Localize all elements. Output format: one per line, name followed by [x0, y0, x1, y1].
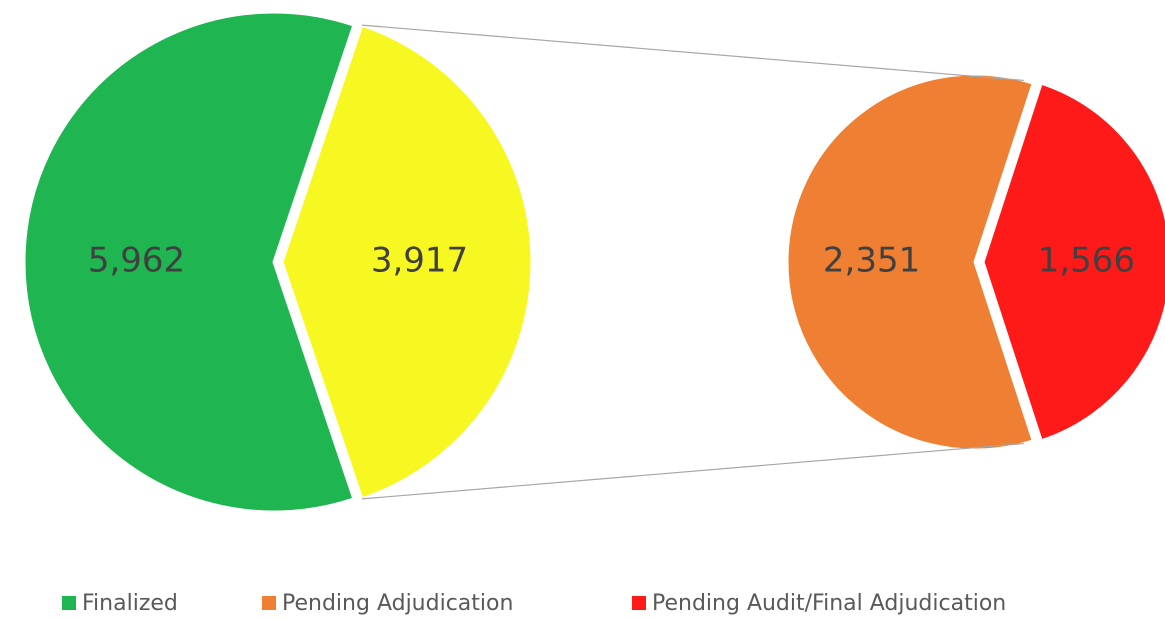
connector-line	[361, 24, 1024, 82]
value-label: 5,962	[88, 241, 185, 281]
legend-swatch	[632, 596, 646, 610]
connector-line	[361, 442, 1024, 500]
legend-label: Pending Audit/Final Adjudication	[652, 591, 1006, 616]
legend-swatch	[62, 596, 76, 610]
legend-label: Finalized	[82, 591, 178, 616]
legend-label: Pending Adjudication	[282, 591, 513, 616]
value-label: 2,351	[823, 241, 920, 281]
pie-slice	[280, 23, 534, 501]
pie-slice	[785, 72, 1036, 452]
pie-slice	[981, 81, 1165, 443]
legend-swatch	[262, 596, 276, 610]
value-label: 3,917	[371, 241, 468, 281]
value-label: 1,566	[1038, 241, 1135, 281]
pie-slice	[22, 10, 356, 514]
